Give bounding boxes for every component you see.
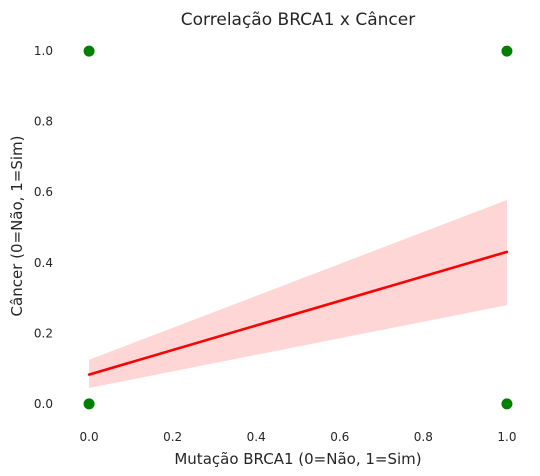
regression-line (87, 250, 509, 376)
y-tick-label: 0.8 (34, 115, 53, 129)
chart-title: Correlação BRCA1 x Câncer (181, 10, 415, 30)
plot-area (83, 45, 513, 410)
x-tick-label: 0.8 (414, 430, 433, 444)
y-tick-label: 0.4 (34, 256, 53, 270)
data-point (83, 398, 95, 410)
y-tick-label: 1.0 (34, 44, 53, 58)
data-point (501, 398, 513, 410)
data-point (83, 45, 95, 57)
y-axis-ticks: 0.0 0.2 0.4 0.6 0.8 1.0 (34, 44, 53, 411)
confidence-band (89, 199, 507, 388)
x-axis-ticks: 0.0 0.2 0.4 0.6 0.8 1.0 (80, 430, 517, 444)
x-tick-label: 0.4 (247, 430, 266, 444)
y-tick-label: 0.2 (34, 326, 53, 340)
x-tick-label: 0.0 (80, 430, 99, 444)
x-tick-label: 1.0 (497, 430, 516, 444)
x-tick-label: 0.2 (163, 430, 182, 444)
y-tick-label: 0.6 (34, 185, 53, 199)
x-axis-label: Mutação BRCA1 (0=Não, 1=Sim) (174, 450, 421, 468)
x-tick-label: 0.6 (330, 430, 349, 444)
data-point (501, 45, 513, 57)
y-axis-label: Câncer (0=Não, 1=Sim) (8, 136, 26, 317)
y-tick-label: 0.0 (34, 397, 53, 411)
